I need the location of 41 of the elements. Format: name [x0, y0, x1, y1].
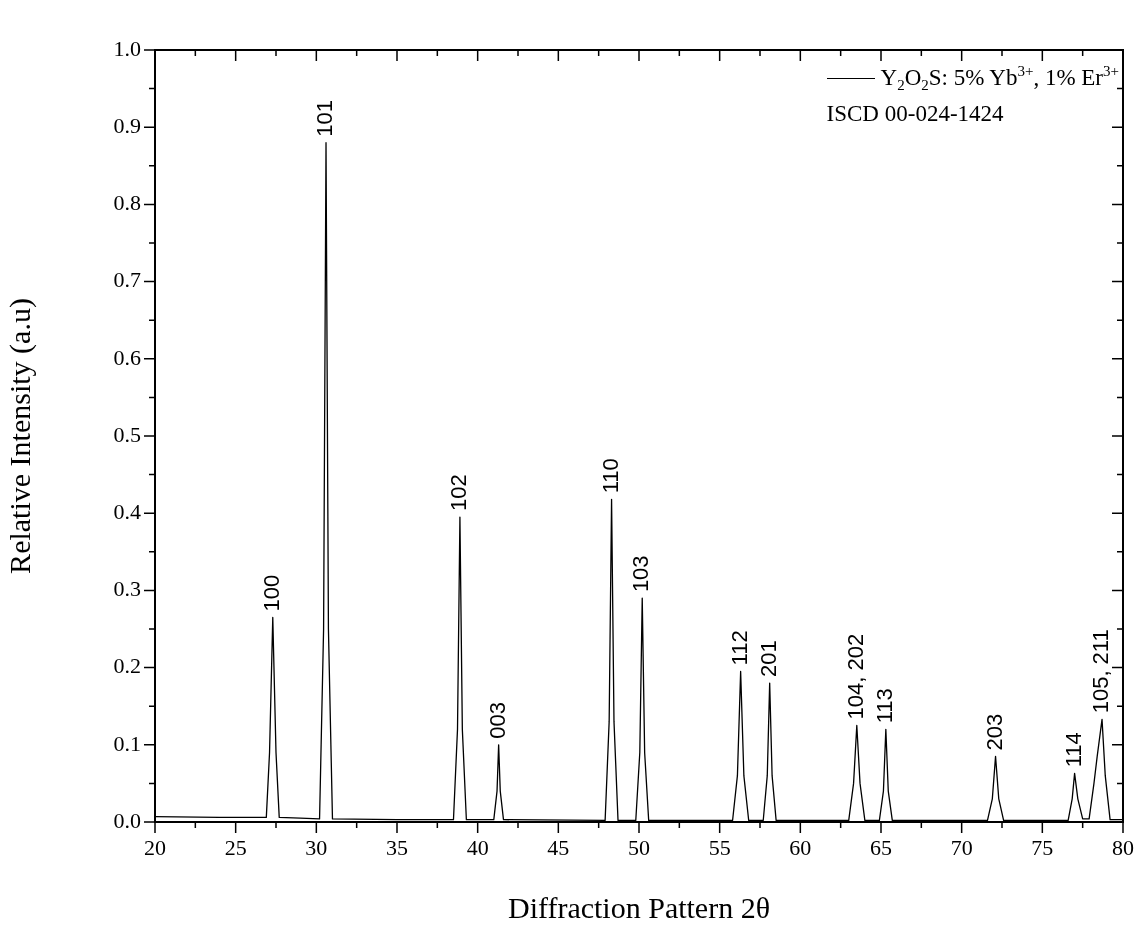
legend-label: Y$_{2}$O$_{2}$S: 5% Yb$^{3+}$, 1% Er$^{3+}$ — [880, 62, 1119, 96]
y-tick-label: 0.1 — [113, 730, 141, 756]
annotation: 113 — [871, 688, 897, 724]
x-tick-label: 30 — [305, 834, 328, 860]
x-tick-label: 55 — [708, 834, 731, 860]
x-tick-label: 80 — [1112, 834, 1134, 860]
annotation: 105, 211 — [1088, 629, 1114, 714]
x-tick-label: 40 — [466, 834, 489, 860]
annotation: 103 — [628, 555, 654, 593]
y-tick-label: 0.2 — [113, 653, 141, 679]
annotation: 003 — [484, 702, 510, 739]
annotation: 101 — [312, 99, 338, 137]
annotation: 201 — [755, 640, 781, 678]
x-tick-label: 20 — [144, 834, 166, 860]
x-tick-label: 65 — [870, 834, 892, 860]
y-tick-label: 0.4 — [113, 498, 141, 524]
annotation: 114 — [1060, 732, 1086, 768]
y-axis-title: Relative Intensity (a.u) — [2, 298, 37, 574]
annotation: 110 — [597, 458, 623, 494]
x-tick-label: 70 — [950, 834, 973, 860]
annotation: 100 — [258, 574, 284, 612]
annotation: 203 — [981, 713, 1007, 751]
y-tick-label: 0.5 — [113, 421, 141, 447]
x-tick-label: 35 — [386, 834, 408, 860]
annotation: 102 — [445, 474, 471, 512]
y-tick-label: 0.7 — [113, 267, 141, 293]
x-tick-label: 50 — [628, 834, 650, 860]
y-tick-label: 0.0 — [113, 807, 141, 833]
y-tick-label: 0.8 — [113, 190, 141, 216]
x-axis-title: Diffraction Pattern 2θ — [507, 890, 771, 924]
x-tick-label: 75 — [1031, 834, 1054, 860]
y-tick-label: 0.9 — [113, 112, 141, 138]
annotation: 104, 202 — [842, 633, 868, 720]
y-tick-label: 1.0 — [113, 35, 141, 61]
annotation: 112 — [726, 630, 752, 666]
x-tick-label: 25 — [224, 834, 247, 860]
annotation: ISCD 00-024-1424 — [826, 99, 1005, 128]
x-tick-label: 45 — [547, 834, 570, 860]
x-tick-label: 60 — [789, 834, 812, 860]
y-tick-label: 0.6 — [113, 344, 141, 370]
y-tick-label: 0.3 — [113, 576, 141, 602]
